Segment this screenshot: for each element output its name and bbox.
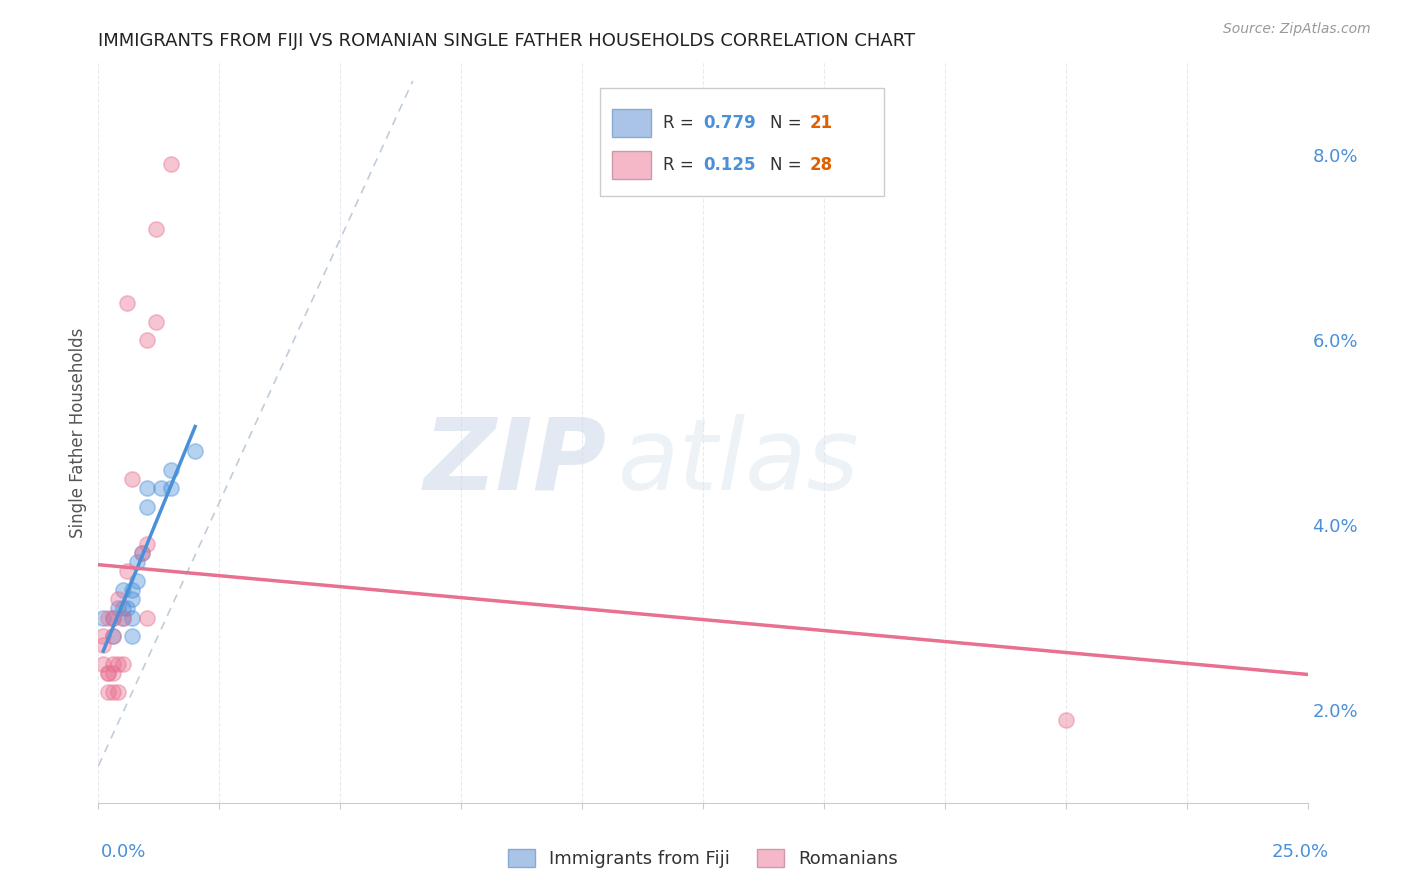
Point bbox=[111, 601, 134, 615]
Point bbox=[121, 472, 143, 486]
Point bbox=[101, 610, 124, 624]
Point bbox=[107, 657, 129, 671]
Text: N =: N = bbox=[769, 114, 807, 132]
Point bbox=[160, 481, 183, 495]
Point bbox=[91, 639, 114, 653]
Point bbox=[150, 481, 173, 495]
Text: R =: R = bbox=[664, 155, 699, 174]
Point bbox=[101, 685, 124, 699]
Text: 21: 21 bbox=[810, 114, 832, 132]
Point bbox=[184, 444, 207, 458]
Point bbox=[117, 601, 139, 615]
Text: 0.779: 0.779 bbox=[703, 114, 756, 132]
Point bbox=[131, 546, 153, 560]
Text: IMMIGRANTS FROM FIJI VS ROMANIAN SINGLE FATHER HOUSEHOLDS CORRELATION CHART: IMMIGRANTS FROM FIJI VS ROMANIAN SINGLE … bbox=[98, 32, 915, 50]
Point bbox=[135, 536, 157, 550]
Text: N =: N = bbox=[769, 155, 807, 174]
Point bbox=[107, 592, 129, 607]
Text: atlas: atlas bbox=[619, 414, 860, 511]
Point bbox=[97, 685, 120, 699]
Point bbox=[127, 574, 149, 588]
Point bbox=[160, 157, 183, 171]
Point bbox=[135, 610, 157, 624]
Point bbox=[145, 314, 167, 328]
Point bbox=[107, 685, 129, 699]
Point bbox=[145, 222, 167, 236]
Point bbox=[111, 657, 134, 671]
Point bbox=[117, 296, 139, 310]
FancyBboxPatch shape bbox=[613, 109, 651, 137]
Point bbox=[160, 462, 183, 476]
Point bbox=[91, 629, 114, 643]
Point bbox=[127, 555, 149, 569]
Point bbox=[101, 629, 124, 643]
FancyBboxPatch shape bbox=[600, 88, 884, 195]
FancyBboxPatch shape bbox=[613, 151, 651, 178]
Point bbox=[101, 629, 124, 643]
Point bbox=[101, 657, 124, 671]
Point bbox=[117, 565, 139, 579]
Y-axis label: Single Father Households: Single Father Households bbox=[69, 327, 87, 538]
Legend: Immigrants from Fiji, Romanians: Immigrants from Fiji, Romanians bbox=[501, 841, 905, 875]
Point bbox=[101, 610, 124, 624]
Point bbox=[121, 592, 143, 607]
Point bbox=[135, 333, 157, 347]
Point bbox=[121, 629, 143, 643]
Point bbox=[1054, 713, 1077, 727]
Point bbox=[111, 610, 134, 624]
Point bbox=[91, 610, 114, 624]
Point bbox=[101, 666, 124, 681]
Point bbox=[91, 657, 114, 671]
Point bbox=[135, 500, 157, 514]
Point bbox=[111, 582, 134, 597]
Point bbox=[135, 481, 157, 495]
Text: R =: R = bbox=[664, 114, 699, 132]
Point bbox=[97, 610, 120, 624]
Point bbox=[131, 546, 153, 560]
Point bbox=[111, 610, 134, 624]
Text: 25.0%: 25.0% bbox=[1271, 843, 1329, 861]
Text: Source: ZipAtlas.com: Source: ZipAtlas.com bbox=[1223, 22, 1371, 37]
Point bbox=[97, 666, 120, 681]
Point bbox=[107, 601, 129, 615]
Text: 0.0%: 0.0% bbox=[101, 843, 146, 861]
Text: ZIP: ZIP bbox=[423, 414, 606, 511]
Point bbox=[121, 582, 143, 597]
Text: 0.125: 0.125 bbox=[703, 155, 755, 174]
Point bbox=[121, 610, 143, 624]
Text: 28: 28 bbox=[810, 155, 832, 174]
Point bbox=[97, 666, 120, 681]
